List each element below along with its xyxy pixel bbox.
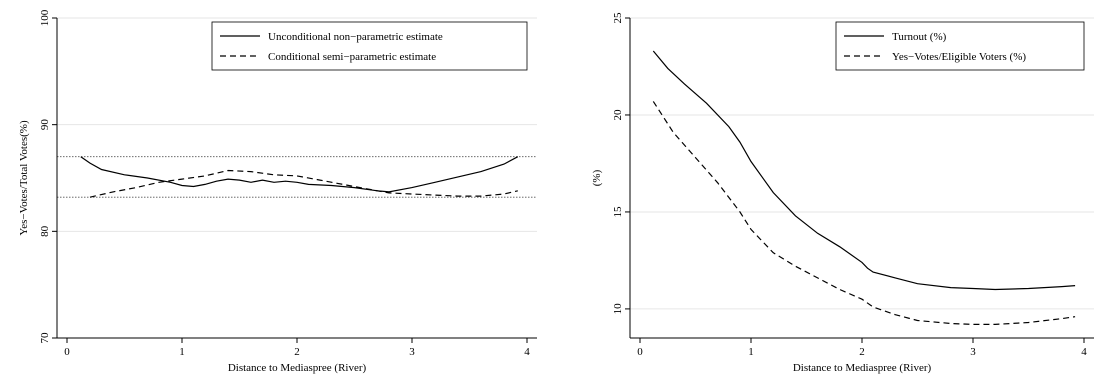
x-tick-label-3: 3 xyxy=(970,346,976,358)
series-line-2 xyxy=(652,101,1076,325)
y-tick-label-80: 80 xyxy=(39,225,51,237)
x-tick-label-4: 4 xyxy=(1081,346,1087,358)
series-line-1 xyxy=(652,50,1076,291)
y-tick-label-15: 15 xyxy=(612,206,624,218)
x-tick-label-3: 3 xyxy=(409,346,415,358)
legend-label-2: Conditional semi−parametric estimate xyxy=(268,51,436,63)
legend-label-1: Turnout (%) xyxy=(892,31,947,43)
legend-label-2: Yes−Votes/Eligible Voters (%) xyxy=(892,51,1026,63)
y-tick-label-90: 90 xyxy=(39,119,51,130)
x-tick-label-2: 2 xyxy=(859,346,865,358)
x-axis-title: Distance to Mediaspree (River) xyxy=(228,362,367,374)
y-tick-label-20: 20 xyxy=(612,109,624,121)
y-tick-label-25: 25 xyxy=(612,12,624,24)
chart-panel-2: 10 15 20 25 0 1 2 3 4 Distance to Mediaspree (Riv… xyxy=(591,12,1094,374)
x-tick-label-2: 2 xyxy=(294,346,300,358)
x-tick-label-1: 1 xyxy=(748,346,754,358)
x-tick-label-0: 0 xyxy=(637,346,643,358)
legend-label-1: Unconditional non−parametric estimate xyxy=(268,31,443,43)
series-line-1 xyxy=(80,156,519,193)
y-tick-label-10: 10 xyxy=(612,303,624,315)
legend-box xyxy=(835,21,1085,71)
y-tick-label-100: 100 xyxy=(39,9,51,26)
series-line-2 xyxy=(89,169,518,198)
x-tick-label-1: 1 xyxy=(179,346,185,358)
y-axis-title: (%) xyxy=(591,169,603,186)
chart-panel-1: 70 80 90 100 0 1 2 3 4 Distance to Mediaspree (Ri… xyxy=(18,9,537,374)
x-axis-title: Distance to Mediaspree (River) xyxy=(793,362,932,374)
x-tick-label-0: 0 xyxy=(64,346,70,358)
y-tick-label-70: 70 xyxy=(39,332,51,344)
y-axis-title: Yes−Votes/Total Votes(%) xyxy=(18,120,30,236)
legend-box xyxy=(211,21,528,71)
x-tick-label-4: 4 xyxy=(524,346,530,358)
